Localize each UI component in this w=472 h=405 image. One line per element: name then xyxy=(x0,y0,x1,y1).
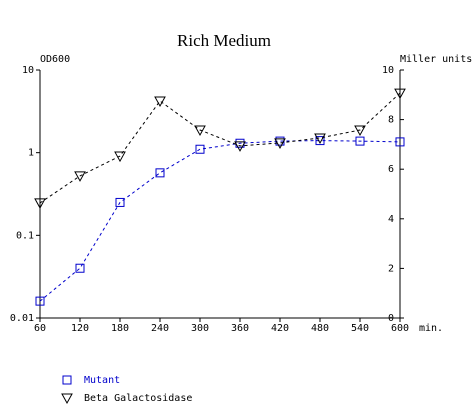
data-point xyxy=(195,144,205,154)
x-tick-label: 240 xyxy=(151,323,169,334)
data-point xyxy=(234,141,246,152)
data-point xyxy=(395,137,405,147)
y-tick-label: 10 xyxy=(22,65,34,76)
series-line xyxy=(39,140,401,302)
y-axis-label: OD600 xyxy=(40,54,70,65)
x-tick-label: 120 xyxy=(71,323,89,334)
x-tick-label: 180 xyxy=(111,323,129,334)
data-point xyxy=(75,263,85,273)
y2-tick-label: 8 xyxy=(388,115,394,126)
chart-title: Rich Medium xyxy=(177,31,271,50)
data-point xyxy=(354,125,366,137)
data-point xyxy=(74,171,86,182)
x-tick-label: 600 xyxy=(391,323,409,334)
data-point xyxy=(154,96,166,108)
y2-axis-label: Miller units xyxy=(400,54,472,65)
x-axis-label: min. xyxy=(419,323,443,334)
data-point xyxy=(194,125,206,137)
y2-tick-label: 6 xyxy=(388,164,394,175)
y-tick-label: 0.1 xyxy=(16,230,34,241)
y2-tick-label: 0 xyxy=(388,313,394,324)
x-tick-label: 480 xyxy=(311,323,329,334)
data-point xyxy=(155,168,165,178)
series-line xyxy=(39,92,401,204)
y-tick-label: 0.01 xyxy=(10,313,34,324)
y2-tick-label: 2 xyxy=(388,263,394,274)
data-point xyxy=(114,151,126,163)
y-tick-label: 1 xyxy=(28,148,34,159)
data-point xyxy=(115,197,125,207)
data-point xyxy=(274,138,286,149)
data-point xyxy=(394,88,406,100)
x-tick-label: 300 xyxy=(191,323,209,334)
data-point xyxy=(315,136,325,146)
data-point xyxy=(35,296,45,306)
x-tick-label: 60 xyxy=(34,323,46,334)
legend-label: Mutant xyxy=(84,375,120,386)
data-point xyxy=(314,133,326,144)
x-tick-label: 360 xyxy=(231,323,249,334)
legend-marker xyxy=(62,375,72,385)
x-tick-label: 540 xyxy=(351,323,369,334)
y2-tick-label: 10 xyxy=(382,65,394,76)
legend-marker xyxy=(61,393,73,405)
data-point xyxy=(34,198,46,209)
x-tick-label: 420 xyxy=(271,323,289,334)
data-point xyxy=(355,136,365,146)
legend-label: Beta Galactosidase xyxy=(84,393,192,404)
y2-tick-label: 4 xyxy=(388,214,394,225)
